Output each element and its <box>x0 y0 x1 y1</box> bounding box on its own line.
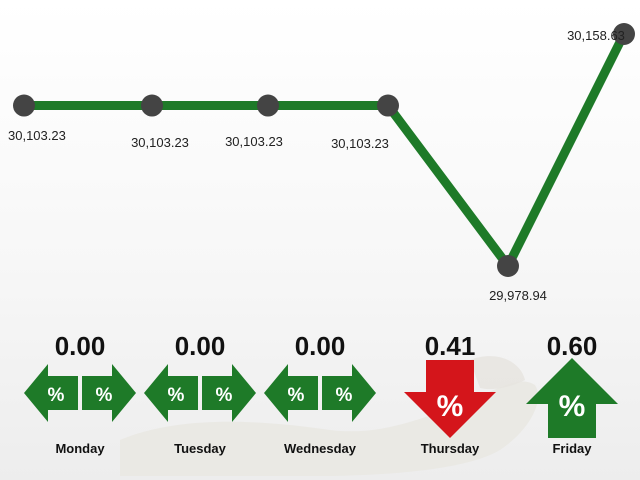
data-point-marker <box>377 94 399 117</box>
right-arrow-shape <box>82 364 136 422</box>
change-percent-value: 0.60 <box>547 331 598 361</box>
change-percent-value: 0.00 <box>175 331 226 361</box>
left-arrow-shape <box>264 364 318 422</box>
data-point-marker <box>13 94 35 117</box>
day-label: Tuesday <box>174 441 227 456</box>
change-badge-wednesday: 0.00% % Wednesday <box>264 331 376 456</box>
series-line <box>24 31 629 275</box>
day-label: Thursday <box>421 441 480 456</box>
line-layer <box>24 31 629 275</box>
percent-symbol: % <box>559 390 586 423</box>
change-badge-tuesday: 0.00% % Tuesday <box>144 331 256 456</box>
change-percent-value: 0.00 <box>295 331 346 361</box>
data-label: 29,978.94 <box>489 288 547 303</box>
down-arrow-percent-icon: % <box>404 360 496 438</box>
change-percent-value: 0.00 <box>55 331 106 361</box>
change-badge-thursday: 0.41% Thursday <box>404 331 496 456</box>
data-point-marker <box>613 23 635 45</box>
left-arrow-shape <box>24 364 78 422</box>
change-percent-value: 0.41 <box>425 331 476 361</box>
data-label: 30,158.63 <box>567 28 625 43</box>
day-label: Monday <box>55 441 105 456</box>
right-arrow-shape <box>322 364 376 422</box>
data-point-marker <box>497 255 519 277</box>
day-label: Wednesday <box>284 441 357 456</box>
down-arrow-shape <box>404 360 496 438</box>
label-layer: 30,103.23 30,103.23 30,103.23 30,103.23 29,9… <box>8 28 625 303</box>
day-label: Friday <box>552 441 592 456</box>
data-point-marker <box>141 94 163 117</box>
percent-symbol: % <box>48 385 65 406</box>
data-point-marker <box>257 94 279 117</box>
data-label: 30,103.23 <box>225 134 283 149</box>
percent-symbol: % <box>96 385 113 406</box>
data-label: 30,103.23 <box>131 135 189 150</box>
data-label: 30,103.23 <box>331 136 389 151</box>
percent-symbol: % <box>168 385 185 406</box>
left-right-arrow-percent-icon: %% <box>144 364 256 422</box>
marker-layer <box>13 23 635 277</box>
left-right-arrow-percent-icon: %% <box>24 364 136 422</box>
up-arrow-percent-icon: % <box>526 358 618 438</box>
percent-symbol: % <box>216 385 233 406</box>
background-map-shape <box>120 356 539 476</box>
right-arrow-shape <box>202 364 256 422</box>
data-label: 30,103.23 <box>8 128 66 143</box>
percent-symbol: % <box>437 390 464 423</box>
percent-symbol: % <box>336 385 353 406</box>
left-arrow-shape <box>144 364 198 422</box>
change-badges: 0.00% % Monday 0.00% % Tuesday 0.00% % Wednesday… <box>24 331 618 456</box>
change-badge-monday: 0.00% % Monday <box>24 331 136 456</box>
change-badge-friday: 0.60% Friday <box>526 331 618 456</box>
percent-symbol: % <box>288 385 305 406</box>
left-right-arrow-percent-icon: %% <box>264 364 376 422</box>
up-arrow-shape <box>526 358 618 438</box>
